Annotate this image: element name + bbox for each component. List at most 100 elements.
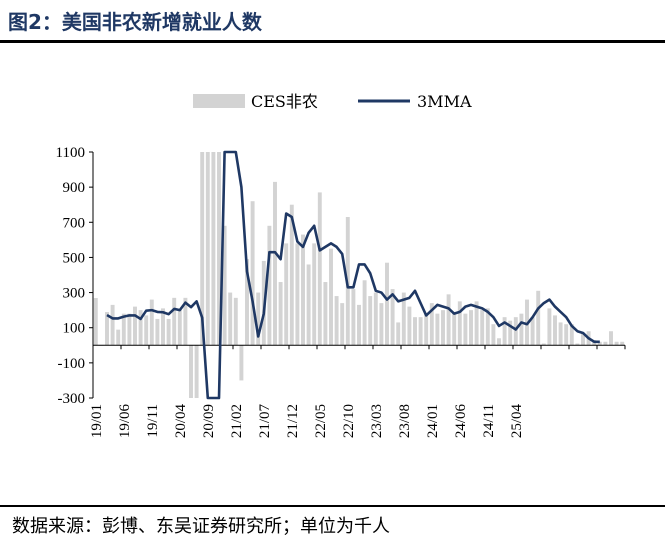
bar — [133, 306, 137, 346]
x-tick-label: 24/01 — [425, 404, 441, 438]
bar — [301, 234, 305, 346]
bar — [138, 310, 143, 346]
bar — [317, 192, 322, 346]
bar — [200, 152, 205, 346]
bar — [105, 312, 109, 346]
bar — [413, 317, 417, 346]
line-series — [106, 150, 600, 400]
bar — [401, 292, 406, 346]
bar — [373, 292, 378, 346]
x-tick-label: 23/08 — [397, 404, 413, 438]
bar — [289, 204, 294, 346]
bar — [284, 243, 289, 346]
y-axis-labels: 1100 900 700 500 300 100 -100 -300 — [56, 145, 85, 407]
bar — [116, 329, 121, 346]
bar — [211, 152, 216, 346]
legend-label-line: 3MMA — [417, 92, 472, 111]
bar — [357, 304, 361, 346]
bar — [379, 303, 384, 346]
bar — [474, 301, 479, 346]
bar — [558, 322, 563, 346]
bottom-rule — [0, 505, 665, 507]
bar — [536, 290, 541, 346]
bar — [614, 341, 619, 346]
bar — [541, 343, 546, 346]
legend: CES非农 3MMA — [193, 92, 472, 111]
bar — [362, 280, 367, 346]
x-tick-label: 24/06 — [453, 404, 469, 439]
bar — [508, 320, 513, 346]
bar — [189, 345, 193, 398]
bar — [418, 317, 423, 346]
bar — [239, 345, 244, 381]
bar — [469, 310, 473, 346]
axes — [89, 151, 626, 399]
bar — [205, 152, 210, 346]
bar — [217, 152, 221, 346]
x-tick-label: 20/09 — [201, 404, 217, 438]
bar — [194, 345, 199, 398]
bar — [396, 322, 401, 346]
nonfarm-chart: CES非农 3MMA 1100 900 700 500 300 100 -100 -300 1… — [56, 92, 626, 439]
legend-swatch-bars — [193, 94, 245, 108]
x-tick-label: 25/04 — [509, 404, 525, 439]
bar — [553, 315, 557, 346]
bar — [245, 259, 249, 346]
chart-title: 图2：美国非农新增就业人数 — [8, 10, 262, 34]
y-tick-label: 900 — [63, 180, 86, 196]
bar — [93, 298, 98, 346]
x-tick-label: 24/11 — [481, 404, 497, 438]
bar — [250, 201, 255, 346]
y-tick-label: 700 — [63, 215, 86, 231]
bar — [166, 318, 171, 346]
bar — [177, 310, 182, 346]
bar — [497, 338, 501, 346]
bar — [267, 225, 272, 346]
bar — [161, 308, 165, 346]
bar — [155, 318, 160, 346]
bar — [390, 289, 395, 346]
bar — [306, 264, 311, 346]
bar — [121, 313, 126, 346]
bar — [452, 311, 457, 346]
y-tick-label: -300 — [58, 391, 86, 407]
bar — [385, 262, 389, 346]
bar — [295, 243, 300, 346]
bar — [368, 296, 373, 346]
bar — [256, 292, 261, 346]
bar — [620, 341, 625, 346]
y-tick-label: 500 — [63, 250, 86, 266]
bar — [491, 324, 496, 346]
bar — [172, 297, 177, 346]
bar-series — [93, 152, 625, 398]
bar — [278, 282, 283, 346]
x-tick-label: 20/04 — [173, 404, 189, 439]
x-tick-label: 19/11 — [145, 404, 161, 438]
x-tick-label: 22/05 — [313, 404, 329, 438]
bar — [351, 289, 356, 346]
bar — [480, 310, 485, 346]
bar — [597, 341, 602, 346]
x-axis-labels: 19/01 19/06 19/11 20/04 20/09 21/02 21/07 21/12… — [89, 404, 525, 439]
bar — [435, 313, 440, 346]
bar — [519, 313, 524, 346]
y-tick-label: 1100 — [56, 145, 85, 161]
top-rule — [0, 40, 665, 43]
bar — [424, 313, 429, 346]
bar — [429, 303, 434, 346]
bar — [457, 301, 462, 346]
bar — [463, 313, 468, 346]
bar — [233, 297, 238, 346]
bar — [340, 303, 345, 346]
x-tick-label: 21/02 — [229, 404, 245, 438]
legend-label-bars: CES非农 — [251, 92, 318, 111]
bar — [222, 225, 227, 346]
bar — [110, 304, 115, 346]
line-3mma — [106, 150, 600, 400]
bar — [144, 315, 149, 346]
y-tick-label: -100 — [58, 356, 86, 372]
bar — [569, 324, 574, 346]
bar — [502, 317, 507, 346]
bar — [513, 317, 518, 346]
source-note: 数据来源：彭博、东吴证券研究所；单位为千人 — [12, 516, 390, 537]
